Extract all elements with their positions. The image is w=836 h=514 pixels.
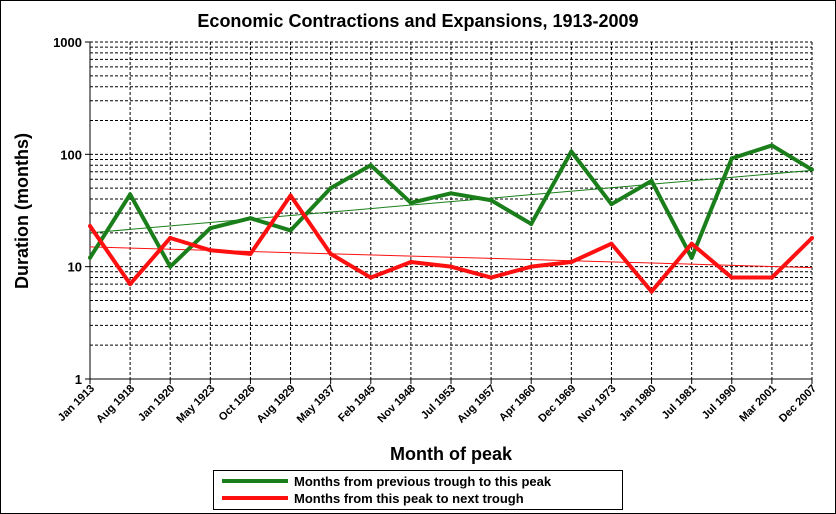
data-point	[649, 289, 654, 294]
legend-label-contraction: Months from this peak to next trough	[294, 491, 524, 506]
data-point	[288, 193, 293, 198]
data-point	[88, 224, 92, 229]
data-point	[729, 156, 734, 161]
data-point	[489, 275, 494, 280]
data-point	[88, 255, 92, 260]
data-point	[689, 241, 694, 246]
legend: Months from previous trough to this peak…	[213, 470, 623, 510]
y-tick-label: 100	[60, 147, 82, 162]
data-point	[769, 143, 774, 148]
data-point	[328, 251, 333, 256]
data-point	[208, 226, 213, 231]
data-point	[689, 255, 694, 260]
data-point	[128, 282, 133, 287]
data-point	[168, 235, 173, 240]
data-point	[408, 200, 413, 205]
y-tick-label: 1	[75, 372, 82, 387]
data-point	[449, 264, 453, 269]
chart-title: Economic Contractions and Expansions, 19…	[197, 11, 638, 31]
y-tick-label: 1000	[53, 35, 82, 50]
data-point	[769, 275, 774, 280]
data-point	[609, 202, 614, 207]
data-point	[128, 192, 133, 197]
y-axis-title: Duration (months)	[12, 133, 32, 289]
data-point	[368, 275, 373, 280]
legend-box	[213, 470, 623, 510]
data-point	[168, 264, 173, 269]
legend-label-expansion: Months from previous trough to this peak	[294, 474, 552, 489]
data-point	[729, 275, 734, 280]
data-point	[248, 251, 253, 256]
data-point	[288, 228, 293, 233]
y-tick-label: 10	[68, 260, 82, 275]
data-point	[569, 149, 574, 154]
data-point	[569, 260, 574, 265]
data-point	[328, 186, 333, 191]
data-point	[489, 198, 494, 203]
trendline-0	[89, 169, 813, 234]
data-point	[810, 235, 814, 240]
data-point	[408, 260, 413, 265]
data-point	[810, 167, 814, 172]
data-point	[248, 216, 253, 221]
data-point	[609, 241, 614, 246]
data-point	[208, 248, 213, 253]
data-point	[368, 163, 373, 168]
data-point	[449, 191, 453, 196]
data-point	[529, 264, 534, 269]
data-point	[529, 221, 534, 226]
data-point	[649, 178, 654, 183]
x-axis-title: Month of peak	[390, 444, 513, 464]
